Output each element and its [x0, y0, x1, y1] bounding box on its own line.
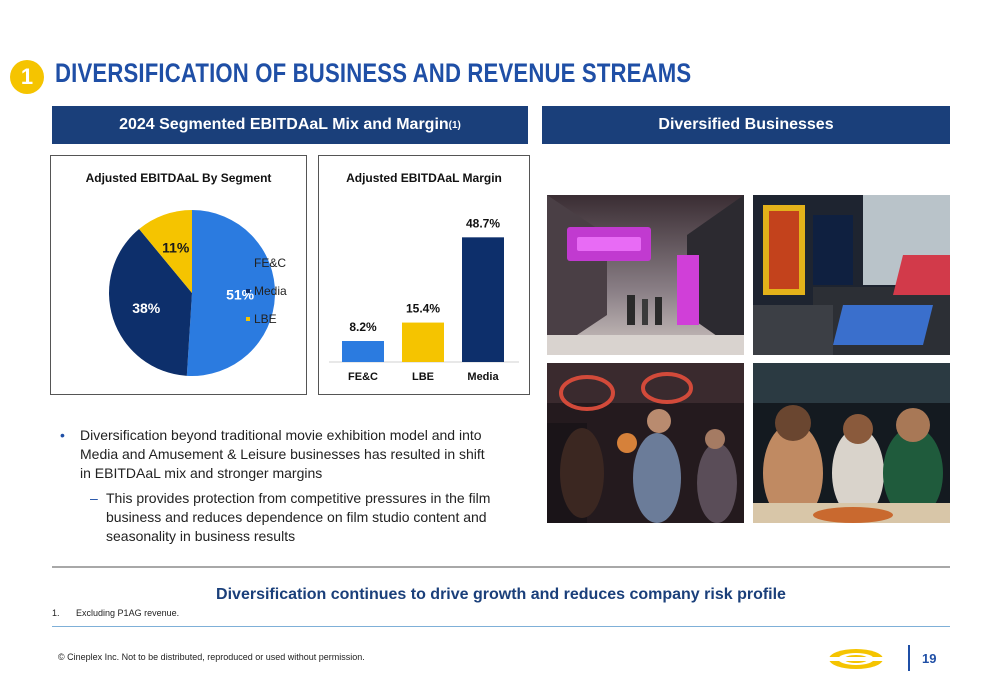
- arcade-games-photo: [753, 195, 950, 355]
- bar-chart-panel: Adjusted EBITDAaL Margin 8.2% FE&C 15.4% LB…: [318, 155, 530, 395]
- pie-data-label: 38%: [132, 300, 161, 316]
- page-number: 19: [922, 651, 937, 666]
- legend-label: FE&C: [254, 256, 287, 270]
- bullet-main-text: Diversification beyond traditional movie…: [80, 427, 485, 481]
- bar-data-label: 8.2%: [349, 320, 377, 334]
- bar-lbe: [402, 322, 444, 362]
- footnote-text: Excluding P1AG revenue.: [76, 608, 180, 618]
- footer-divider: [52, 626, 950, 627]
- key-callout: Diversification continues to drive growt…: [216, 586, 786, 603]
- pie-data-label: 11%: [162, 240, 190, 256]
- bar-category-label: FE&C: [348, 371, 378, 383]
- footnote: 1. Excluding P1AG revenue.: [52, 608, 179, 618]
- page-title: DIVERSIFICATION OF BUSINESS AND REVENUE …: [55, 58, 692, 88]
- legend-swatch-icon: [246, 317, 250, 321]
- bullet-sub-text: This provides protection from competitiv…: [106, 490, 491, 544]
- bullet-dash-icon: –: [90, 490, 98, 506]
- friends-dining-photo: [753, 363, 950, 523]
- mix-margin-banner-text: 2024 Segmented EBITDAaL Mix and Margin: [119, 116, 449, 133]
- cineplex-logo: [826, 646, 886, 672]
- footnote-ref: (1): [448, 119, 461, 131]
- bar-category-label: LBE: [412, 371, 434, 383]
- bar-data-label: 48.7%: [466, 216, 500, 230]
- footnote-number: 1.: [52, 608, 60, 618]
- legend-swatch-icon: [246, 261, 250, 265]
- pie-chart: 51%38%11%: [109, 210, 276, 376]
- legend-label: LBE: [254, 312, 277, 326]
- bar-fe-c: [342, 341, 384, 362]
- theatre-lobby-photo: [547, 195, 744, 355]
- diversified-businesses-banner: Diversified Businesses: [542, 106, 950, 144]
- mix-margin-banner: 2024 Segmented EBITDAaL Mix and Margin (1…: [52, 106, 528, 144]
- pie-chart-title: Adjusted EBITDAaL By Segment: [85, 171, 272, 185]
- diversified-businesses-banner-text: Diversified Businesses: [658, 116, 834, 133]
- bar-chart-title: Adjusted EBITDAaL Margin: [346, 171, 502, 185]
- section-number-badge: 1: [10, 60, 44, 94]
- pie-slice-lbe: [139, 210, 192, 293]
- bullet-main: • Diversification beyond traditional mov…: [52, 426, 492, 483]
- divider: [52, 566, 950, 568]
- pie-slice-media: [109, 229, 192, 376]
- pie-legend-item: FE&C: [246, 256, 287, 270]
- bullet-sub: – This provides protection from competit…: [52, 489, 492, 546]
- bullet-dot-icon: •: [60, 427, 65, 443]
- pie-chart-panel: Adjusted EBITDAaL By Segment 51% 38% 11% F…: [50, 155, 307, 395]
- bar-category-label: Media: [467, 371, 499, 383]
- pie-slice-fe-c: [186, 210, 276, 376]
- bar-data-label: 15.4%: [406, 302, 440, 316]
- legend-label: Media: [254, 284, 287, 298]
- footer-separator: [908, 645, 910, 671]
- pie-legend-item: Media: [246, 284, 287, 298]
- bar-media: [462, 237, 504, 362]
- legend-swatch-icon: [246, 289, 250, 293]
- pie-legend-item: LBE: [246, 312, 287, 326]
- basketball-arcade-photo: [547, 363, 744, 523]
- pie-legend: FE&C Media LBE: [246, 256, 287, 340]
- copyright-text: © Cineplex Inc. Not to be distributed, r…: [58, 652, 365, 662]
- bullet-list: • Diversification beyond traditional mov…: [52, 426, 492, 546]
- bar-chart: 8.2% FE&C 15.4% LBE 48.7% Media: [329, 216, 519, 383]
